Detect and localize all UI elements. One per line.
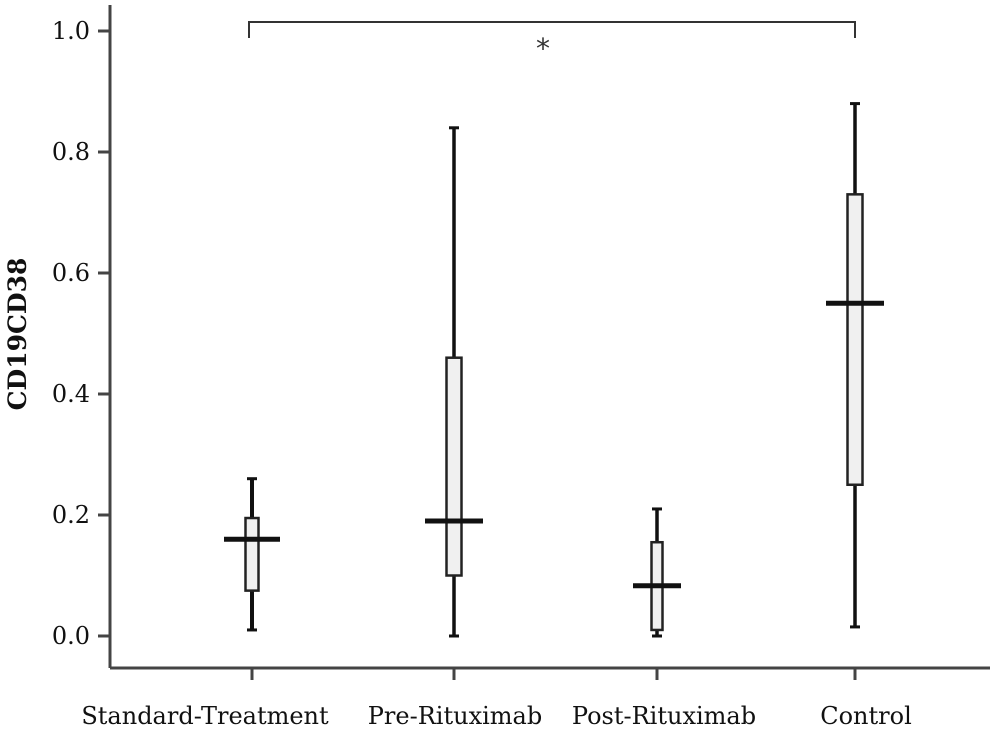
iqr-box bbox=[846, 193, 864, 486]
x-category-label: Post-Rituximab bbox=[572, 702, 756, 730]
y-tick-label: 0.4 bbox=[52, 380, 90, 408]
iqr-box bbox=[445, 356, 463, 577]
y-ticks: 0.0 0.2 0.4 0.6 0.8 1.0 bbox=[52, 17, 110, 650]
x-category-label: Standard-Treatment bbox=[81, 702, 329, 730]
y-tick-label: 1.0 bbox=[52, 17, 90, 45]
box-pre-rituximab bbox=[425, 126, 483, 638]
annotations: * bbox=[248, 21, 856, 65]
significance-bracket bbox=[248, 21, 856, 38]
x-category-label: Pre-Rituximab bbox=[368, 702, 542, 730]
y-tick-label: 0.0 bbox=[52, 622, 90, 650]
axes-layer bbox=[108, 5, 990, 670]
y-tick-label: 0.2 bbox=[52, 501, 90, 529]
iqr-box bbox=[244, 516, 260, 592]
box-control bbox=[826, 102, 884, 629]
box-standard-treatment bbox=[224, 477, 280, 632]
y-tick-label: 0.8 bbox=[52, 138, 90, 166]
significance-star: * bbox=[536, 32, 550, 65]
y-tick-label: 0.6 bbox=[52, 259, 90, 287]
y-axis-title: CD19CD38 bbox=[3, 258, 32, 411]
box-post-rituximab bbox=[633, 507, 681, 638]
x-ticks: Standard-Treatment Pre-Rituximab Post-Ritu… bbox=[81, 668, 912, 730]
boxes-layer bbox=[224, 102, 884, 638]
x-category-label: Control bbox=[820, 702, 912, 730]
